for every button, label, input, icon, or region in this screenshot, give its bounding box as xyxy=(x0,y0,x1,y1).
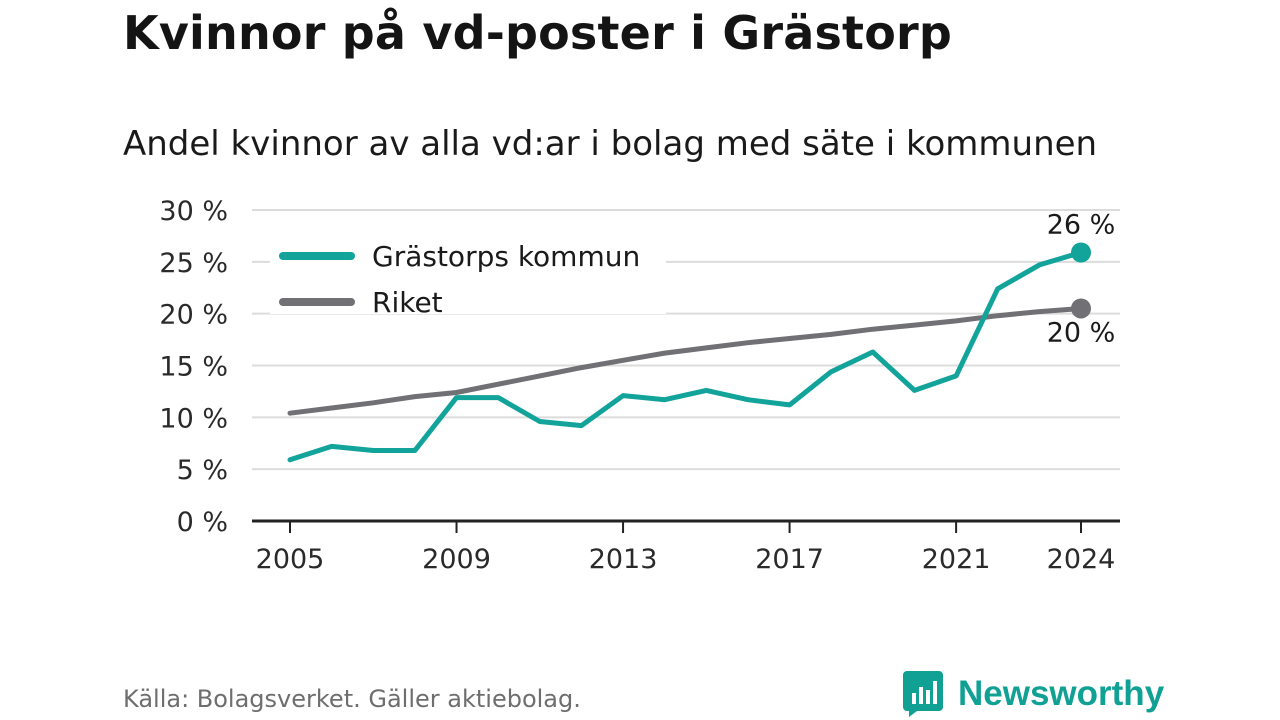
y-tick-label: 25 % xyxy=(159,248,228,279)
x-tick-label: 2013 xyxy=(589,544,658,575)
chart-subtitle: Andel kvinnor av alla vd:ar i bolag med … xyxy=(123,124,1098,164)
y-tick-label: 15 % xyxy=(159,352,228,383)
x-tick-label: 2024 xyxy=(1047,544,1116,575)
newsworthy-logo-icon xyxy=(903,671,943,717)
end-label-riket: 20 % xyxy=(1047,317,1116,348)
x-tick-label: 2005 xyxy=(256,544,325,575)
y-tick-label: 10 % xyxy=(159,403,228,434)
brand-logo: Newsworthy xyxy=(903,671,1164,717)
line-chart: 0 % 5 % 10 % 15 % 20 % 25 % 30 % 2005 2009 2013 20… xyxy=(159,196,1120,575)
y-tick-label: 30 % xyxy=(159,196,228,227)
series-line-riket xyxy=(287,306,1084,416)
series-line-grastorp xyxy=(287,250,1084,463)
x-tick-label: 2009 xyxy=(422,544,491,575)
source-note: Källa: Bolagsverket. Gäller aktiebolag. xyxy=(123,685,581,713)
legend-label-grastorp: Grästorps kommun xyxy=(372,240,640,273)
legend-label-riket: Riket xyxy=(372,286,443,319)
end-point-grastorp xyxy=(1071,242,1091,263)
chart-title: Kvinnor på vd-poster i Grästorp xyxy=(123,6,953,60)
y-tick-label: 5 % xyxy=(177,455,228,486)
y-tick-label: 0 % xyxy=(177,507,228,538)
brand-name: Newsworthy xyxy=(958,674,1165,713)
x-tick-label: 2017 xyxy=(755,544,824,575)
y-tick-label: 20 % xyxy=(159,300,228,331)
x-tick-label: 2021 xyxy=(922,544,991,575)
end-point-riket xyxy=(1071,298,1091,319)
end-label-grastorp: 26 % xyxy=(1047,210,1116,241)
